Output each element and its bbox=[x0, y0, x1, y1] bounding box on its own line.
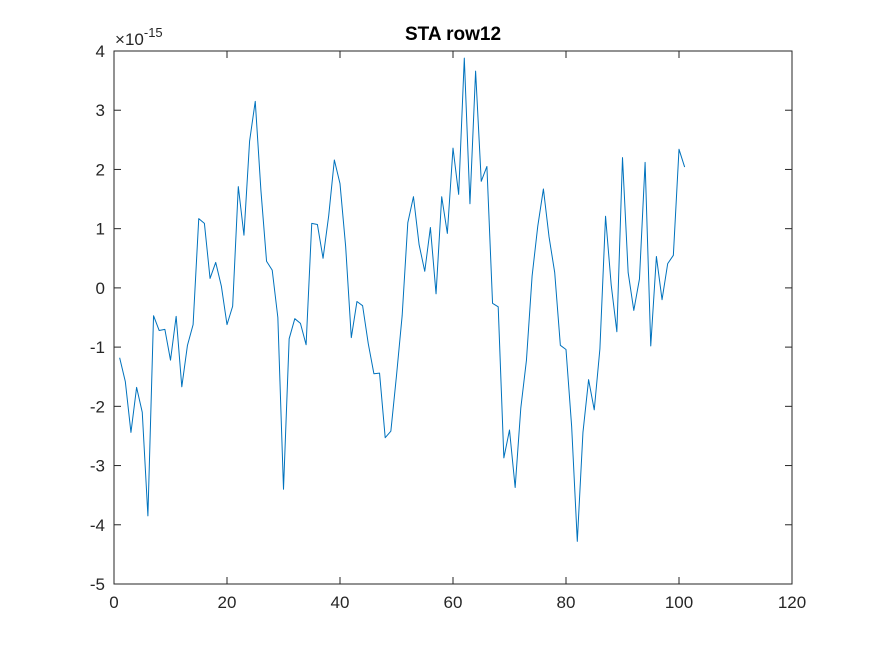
x-tick-label: 120 bbox=[778, 593, 806, 612]
y-tick-label: -4 bbox=[90, 516, 105, 535]
y-tick-label: -3 bbox=[90, 457, 105, 476]
y-axis-multiplier: ×10-15 bbox=[115, 25, 163, 49]
y-tick-label: 3 bbox=[96, 101, 105, 120]
y-multiplier-exponent: -15 bbox=[144, 25, 163, 40]
y-tick-label: 0 bbox=[96, 279, 105, 298]
x-tick-label: 100 bbox=[665, 593, 693, 612]
x-tick-label: 20 bbox=[218, 593, 237, 612]
y-tick-label: -2 bbox=[90, 397, 105, 416]
y-tick-label: -5 bbox=[90, 575, 105, 594]
x-tick-label: 80 bbox=[557, 593, 576, 612]
chart-title: STA row12 bbox=[405, 24, 501, 45]
series-line bbox=[119, 57, 686, 542]
y-tick-label: -1 bbox=[90, 338, 105, 357]
x-tick-label: 0 bbox=[109, 593, 118, 612]
y-tick-label: 4 bbox=[96, 42, 105, 61]
y-multiplier-base: 10 bbox=[125, 30, 144, 49]
y-tick-label: 2 bbox=[96, 160, 105, 179]
plot-area bbox=[114, 51, 792, 584]
y-multiplier-prefix: × bbox=[115, 30, 125, 49]
series-layer bbox=[119, 57, 686, 542]
axes-layer: 0 20 40 60 80 100 120 -5 -4 -3 -2 -1 0 1 2 3 4 bbox=[90, 42, 806, 612]
x-tick-label: 60 bbox=[444, 593, 463, 612]
x-tick-label: 40 bbox=[331, 593, 350, 612]
y-tick-label: 1 bbox=[96, 220, 105, 239]
